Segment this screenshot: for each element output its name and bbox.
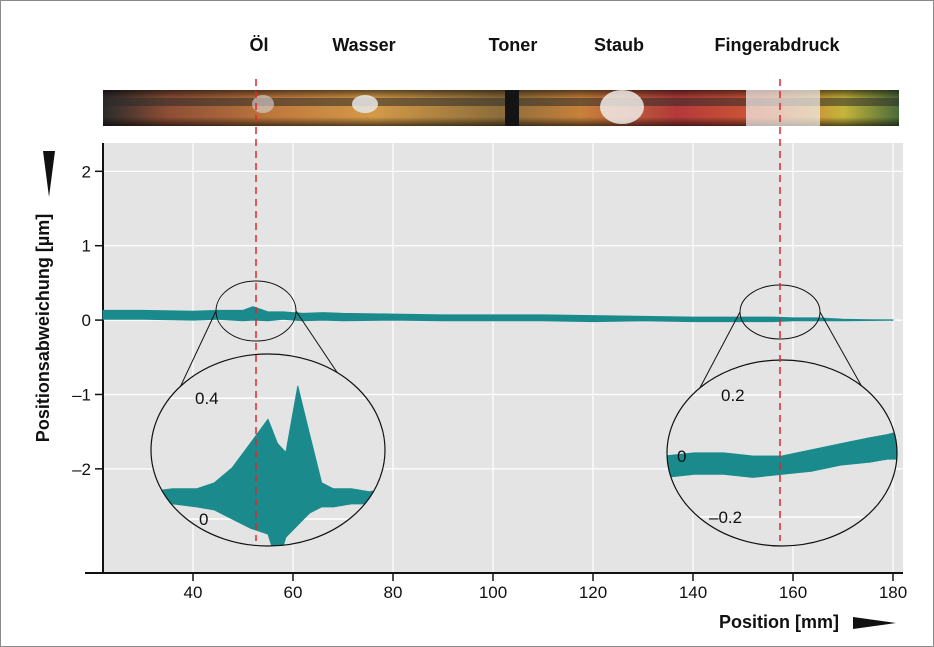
y-axis-label: Positionsabweichung [µm] xyxy=(33,214,53,442)
y-tick-label: 2 xyxy=(82,162,91,181)
zoom-detail-band xyxy=(667,431,897,478)
contaminant-marker-lines xyxy=(255,79,781,541)
x-tick-label: 100 xyxy=(479,583,507,602)
zoom-ellipse-bg xyxy=(667,360,897,546)
water-droplet xyxy=(352,95,378,113)
zoom-tick-label: 0 xyxy=(677,447,686,466)
scale-strip-photo xyxy=(103,90,899,126)
fingerprint-spot xyxy=(746,90,820,126)
x-tick-label: 180 xyxy=(879,583,907,602)
zoom-tick-label: 0 xyxy=(199,510,208,529)
x-tick-label: 60 xyxy=(284,583,303,602)
zoom-content: 0.40 xyxy=(151,385,385,546)
x-tick-label: 160 xyxy=(779,583,807,602)
x-tick-label: 40 xyxy=(184,583,203,602)
axes: 40 60 80 100 120 140 160 180 2 1 0 –1 –2 xyxy=(72,143,907,602)
zoom-insets: 0.400.20–0.2 xyxy=(150,280,898,547)
y-tick-label: –1 xyxy=(72,385,91,404)
zoom-ellipse-border xyxy=(150,353,386,547)
contaminant-labels: Öl Wasser Toner Staub Fingerabdruck xyxy=(249,35,840,55)
x-axis-label: Position [mm] xyxy=(719,612,839,632)
zoom-tick-label: 0.4 xyxy=(195,389,219,408)
x-tick-label: 120 xyxy=(579,583,607,602)
zoom-tick-label: 0.2 xyxy=(721,386,745,405)
x-tick-label: 140 xyxy=(679,583,707,602)
label-dust: Staub xyxy=(594,35,644,55)
label-fingerprint: Fingerabdruck xyxy=(714,35,840,55)
x-tick-label: 80 xyxy=(384,583,403,602)
dust-spot xyxy=(600,90,644,124)
zoom-detail-band xyxy=(151,385,385,546)
label-toner: Toner xyxy=(489,35,538,55)
y-tick-label: 0 xyxy=(82,311,91,330)
zoom-inset-1: 0.40 xyxy=(150,280,386,547)
zoom-inset-2: 0.2 0 –0.2 xyxy=(666,284,898,547)
zoom-content: 0.2 0 –0.2 xyxy=(667,386,897,527)
oil-droplet xyxy=(252,95,274,113)
y-axis-arrow xyxy=(43,151,55,197)
y-tick-label: 1 xyxy=(82,237,91,256)
zoom-ellipse-border xyxy=(666,359,898,547)
x-axis-arrow xyxy=(853,617,896,629)
toner-spot xyxy=(505,90,519,126)
zoom-tick-label: –0.2 xyxy=(709,508,742,527)
label-oil: Öl xyxy=(249,35,268,55)
y-tick-label: –2 xyxy=(72,460,91,479)
label-water: Wasser xyxy=(332,35,395,55)
